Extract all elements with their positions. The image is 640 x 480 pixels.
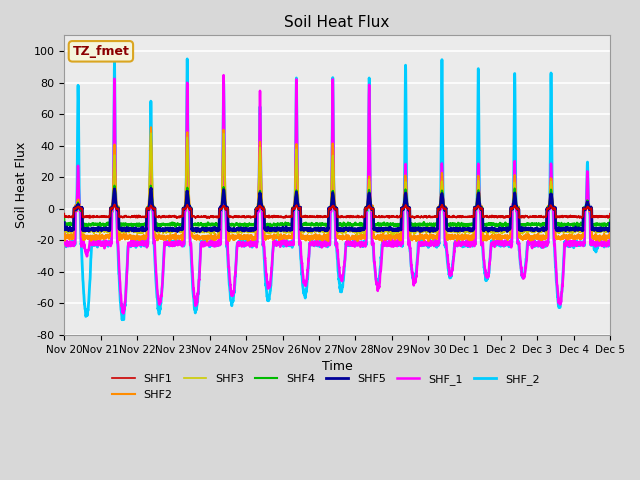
SHF5 xyxy=(317,226,324,232)
SHF2 xyxy=(491,232,499,238)
SHF1 xyxy=(60,211,68,216)
SHF4 xyxy=(491,222,499,228)
Line: SHF3: SHF3 xyxy=(64,133,610,235)
SHF_2 xyxy=(159,280,166,286)
SHF1 xyxy=(429,214,437,220)
SHF_1 xyxy=(120,311,127,316)
SHF_2 xyxy=(60,229,68,235)
SHF2 xyxy=(605,235,613,240)
SHF1 xyxy=(317,214,324,219)
Line: SHF4: SHF4 xyxy=(64,186,610,227)
SHF_1 xyxy=(605,241,613,247)
SHF5 xyxy=(60,220,68,226)
SHF5 xyxy=(606,220,614,226)
SHF4 xyxy=(111,183,118,189)
SHF5 xyxy=(426,229,434,235)
SHF2 xyxy=(147,124,155,130)
SHF4 xyxy=(60,216,68,222)
SHF3 xyxy=(60,219,68,225)
Line: SHF1: SHF1 xyxy=(64,204,610,218)
Line: SHF_2: SHF_2 xyxy=(64,59,610,320)
SHF4 xyxy=(605,221,613,227)
SHF3 xyxy=(491,227,499,232)
SHF1 xyxy=(605,214,613,219)
SHF3 xyxy=(429,229,437,235)
SHF5 xyxy=(491,226,499,232)
SHF4 xyxy=(317,223,324,229)
SHF_1 xyxy=(159,280,166,286)
SHF5 xyxy=(147,186,155,192)
SHF4 xyxy=(159,222,166,228)
SHF5 xyxy=(605,226,613,232)
SHF5 xyxy=(159,228,166,233)
SHF_2 xyxy=(606,229,614,235)
Text: TZ_fmet: TZ_fmet xyxy=(72,45,129,58)
Line: SHF_1: SHF_1 xyxy=(64,75,610,313)
SHF1 xyxy=(111,202,118,207)
Line: SHF5: SHF5 xyxy=(64,189,610,232)
SHF4 xyxy=(606,216,614,222)
Title: Soil Heat Flux: Soil Heat Flux xyxy=(284,15,390,30)
SHF_1 xyxy=(460,241,467,247)
SHF3 xyxy=(460,228,467,234)
SHF4 xyxy=(460,221,467,227)
SHF_2 xyxy=(184,56,191,62)
SHF1 xyxy=(410,215,418,221)
SHF3 xyxy=(605,228,613,234)
SHF2 xyxy=(606,225,614,231)
SHF_1 xyxy=(491,241,499,247)
SHF4 xyxy=(429,222,437,228)
SHF2 xyxy=(317,234,324,240)
SHF3 xyxy=(606,220,614,226)
SHF3 xyxy=(317,227,324,232)
SHF3 xyxy=(159,227,166,233)
SHF3 xyxy=(147,130,155,136)
SHF_2 xyxy=(317,240,324,246)
SHF_2 xyxy=(605,241,613,247)
SHF2 xyxy=(429,236,437,242)
SHF2 xyxy=(60,224,68,230)
SHF3 xyxy=(275,232,282,238)
SHF_1 xyxy=(317,240,324,246)
SHF_1 xyxy=(606,229,614,235)
Legend: SHF1, SHF2, SHF3, SHF4, SHF5, SHF_1, SHF_2: SHF1, SHF2, SHF3, SHF4, SHF5, SHF_1, SHF… xyxy=(108,370,544,404)
SHF5 xyxy=(460,227,467,233)
Y-axis label: Soil Heat Flux: Soil Heat Flux xyxy=(15,142,28,228)
SHF_2 xyxy=(460,240,467,246)
SHF1 xyxy=(606,211,614,216)
Line: SHF2: SHF2 xyxy=(64,127,610,241)
SHF_1 xyxy=(429,241,437,247)
SHF_1 xyxy=(220,72,227,78)
SHF_2 xyxy=(118,317,126,323)
SHF4 xyxy=(452,224,460,230)
SHF2 xyxy=(159,232,166,238)
SHF1 xyxy=(159,214,166,219)
SHF_2 xyxy=(429,241,437,247)
SHF_1 xyxy=(60,229,68,235)
SHF1 xyxy=(491,215,499,220)
SHF2 xyxy=(460,236,467,241)
SHF5 xyxy=(429,228,437,233)
SHF_2 xyxy=(491,242,499,248)
SHF1 xyxy=(460,214,467,219)
SHF2 xyxy=(204,239,211,244)
X-axis label: Time: Time xyxy=(322,360,353,373)
